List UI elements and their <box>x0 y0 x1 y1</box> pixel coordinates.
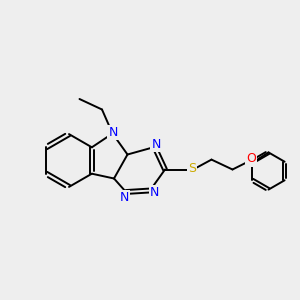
Text: N: N <box>150 186 159 200</box>
Text: N: N <box>120 191 129 204</box>
Text: N: N <box>108 125 118 139</box>
Text: N: N <box>151 137 161 151</box>
Text: S: S <box>188 162 196 176</box>
Text: O: O <box>246 152 256 166</box>
